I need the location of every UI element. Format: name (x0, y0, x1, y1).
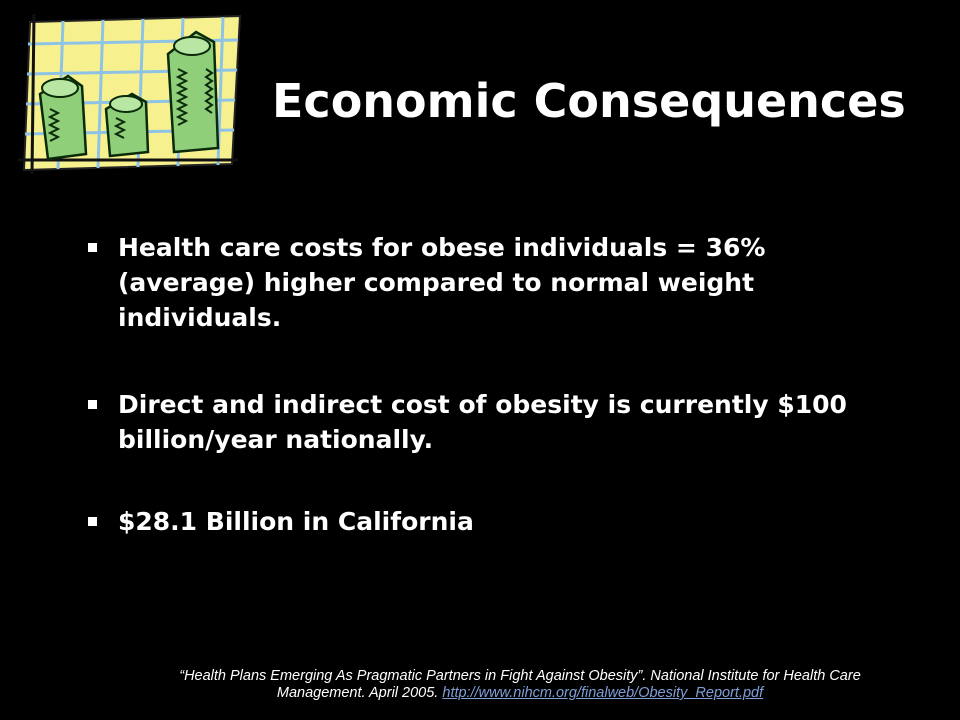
bullet-text: $28.1 Billion in California (118, 507, 474, 536)
slide-title: Economic Consequences (272, 74, 906, 128)
bullet-text: Health care costs for obese individuals … (118, 233, 766, 332)
citation-link[interactable]: http://www.nihcm.org/finalweb/Obesity_Re… (442, 685, 764, 701)
citation: “Health Plans Emerging As Pragmatic Part… (150, 668, 890, 702)
bullet-item: Health care costs for obese individuals … (86, 230, 876, 335)
bullet-marker (88, 517, 97, 526)
bullet-marker (88, 243, 97, 252)
bullet-marker (88, 400, 97, 409)
bullet-item: Direct and indirect cost of obesity is c… (86, 387, 876, 457)
bullet-item: $28.1 Billion in California (86, 504, 876, 539)
citation-text: “Health Plans Emerging As Pragmatic Part… (179, 668, 861, 701)
chart-clipart (18, 14, 242, 174)
bullet-text: Direct and indirect cost of obesity is c… (118, 390, 847, 454)
